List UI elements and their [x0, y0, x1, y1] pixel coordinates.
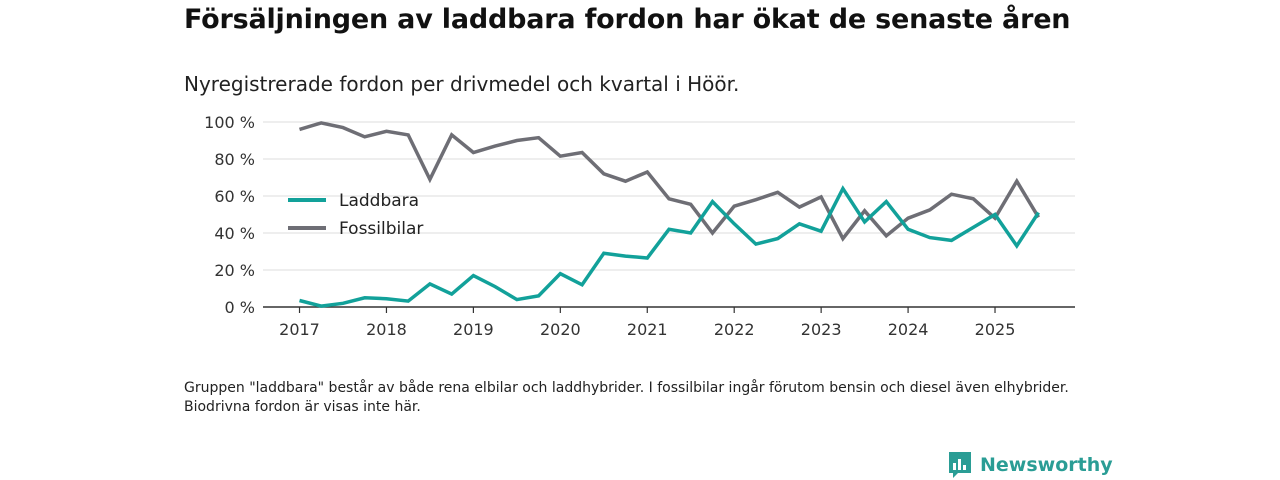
chart-subtitle: Nyregistrerade fordon per drivmedel och … [184, 72, 740, 96]
legend-label-laddbara: Laddbara [339, 191, 419, 211]
x-tick-label: 2023 [801, 320, 842, 339]
y-tick-label: 100 % [204, 113, 255, 132]
chart-title: Försäljningen av laddbara fordon har öka… [184, 4, 1071, 35]
y-tick-label: 60 % [214, 187, 255, 206]
series-line-fossilbilar [298, 121, 1040, 242]
brand-name: Newsworthy [980, 454, 1113, 476]
y-tick-label: 80 % [214, 150, 255, 169]
footnote: Gruppen "laddbara" består av både rena e… [184, 380, 1069, 415]
x-tick-label: 2018 [366, 320, 407, 339]
y-tick-label: 40 % [214, 224, 255, 243]
brand-logo[interactable]: Newsworthy [948, 450, 1113, 480]
x-tick-label: 2019 [453, 320, 494, 339]
y-tick-label: 20 % [214, 261, 255, 280]
x-tick-label: 2021 [627, 320, 668, 339]
x-tick-label: 2017 [279, 320, 320, 339]
series-line-laddbara [299, 185, 1040, 308]
x-tick-label: 2022 [714, 320, 755, 339]
newsworthy-logo-icon [949, 452, 971, 478]
y-tick-label: 0 % [225, 298, 255, 317]
x-tick-label: 2024 [888, 320, 929, 339]
x-tick-label: 2025 [975, 320, 1016, 339]
x-tick-label: 2020 [540, 320, 581, 339]
legend-label-fossilbilar: Fossilbilar [339, 219, 423, 239]
